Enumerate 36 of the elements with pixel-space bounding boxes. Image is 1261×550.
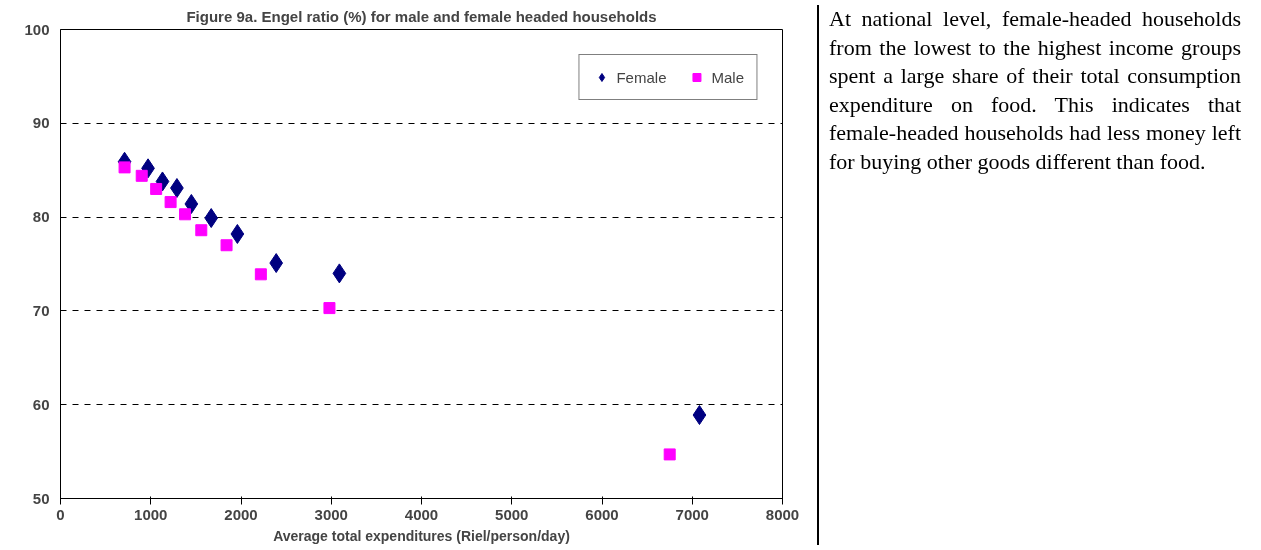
x-tick-label: 4000 xyxy=(404,505,439,523)
point xyxy=(323,302,336,315)
x-tick-label: 2000 xyxy=(224,505,258,523)
x-tick-label: 3000 xyxy=(314,505,348,523)
y-tick-label: 70 xyxy=(32,301,50,319)
y-tick-label: 60 xyxy=(32,395,50,413)
x-axis-title: Average total expenditures (Riel/person/day) xyxy=(273,527,570,544)
y-tick-label: 80 xyxy=(32,208,50,226)
point xyxy=(332,263,347,284)
point xyxy=(204,208,219,229)
point xyxy=(220,239,233,252)
point xyxy=(118,161,131,174)
point xyxy=(179,208,192,221)
point xyxy=(254,268,267,281)
y-tick-label: 90 xyxy=(32,114,50,132)
legend-label: Female xyxy=(616,68,667,86)
point xyxy=(195,224,208,237)
legend-label: Male xyxy=(711,68,744,86)
point xyxy=(184,193,199,214)
x-tick-label: 5000 xyxy=(495,505,529,523)
point xyxy=(269,253,284,274)
point xyxy=(663,448,676,461)
point xyxy=(692,405,707,426)
point xyxy=(230,223,245,244)
x-tick-label: 6000 xyxy=(585,505,619,523)
chart-title: Figure 9a. Engel ratio (%) for male and female headed households xyxy=(186,7,657,25)
y-tick-label: 50 xyxy=(32,489,50,507)
point xyxy=(164,196,177,209)
x-tick-label: 7000 xyxy=(675,505,709,523)
x-tick-label: 8000 xyxy=(765,505,800,523)
point xyxy=(135,169,148,182)
x-tick-label: 0 xyxy=(56,505,65,523)
y-tick-label: 100 xyxy=(24,20,50,38)
x-tick-label: 1000 xyxy=(134,505,168,523)
point xyxy=(150,182,163,195)
text: At national level, female-headed households from the lowest to the highest income groups spent a large share of their total consumption expenditure on food. This indicates that female-headed households had less money left for buying other goods different than food. xyxy=(829,5,1241,176)
